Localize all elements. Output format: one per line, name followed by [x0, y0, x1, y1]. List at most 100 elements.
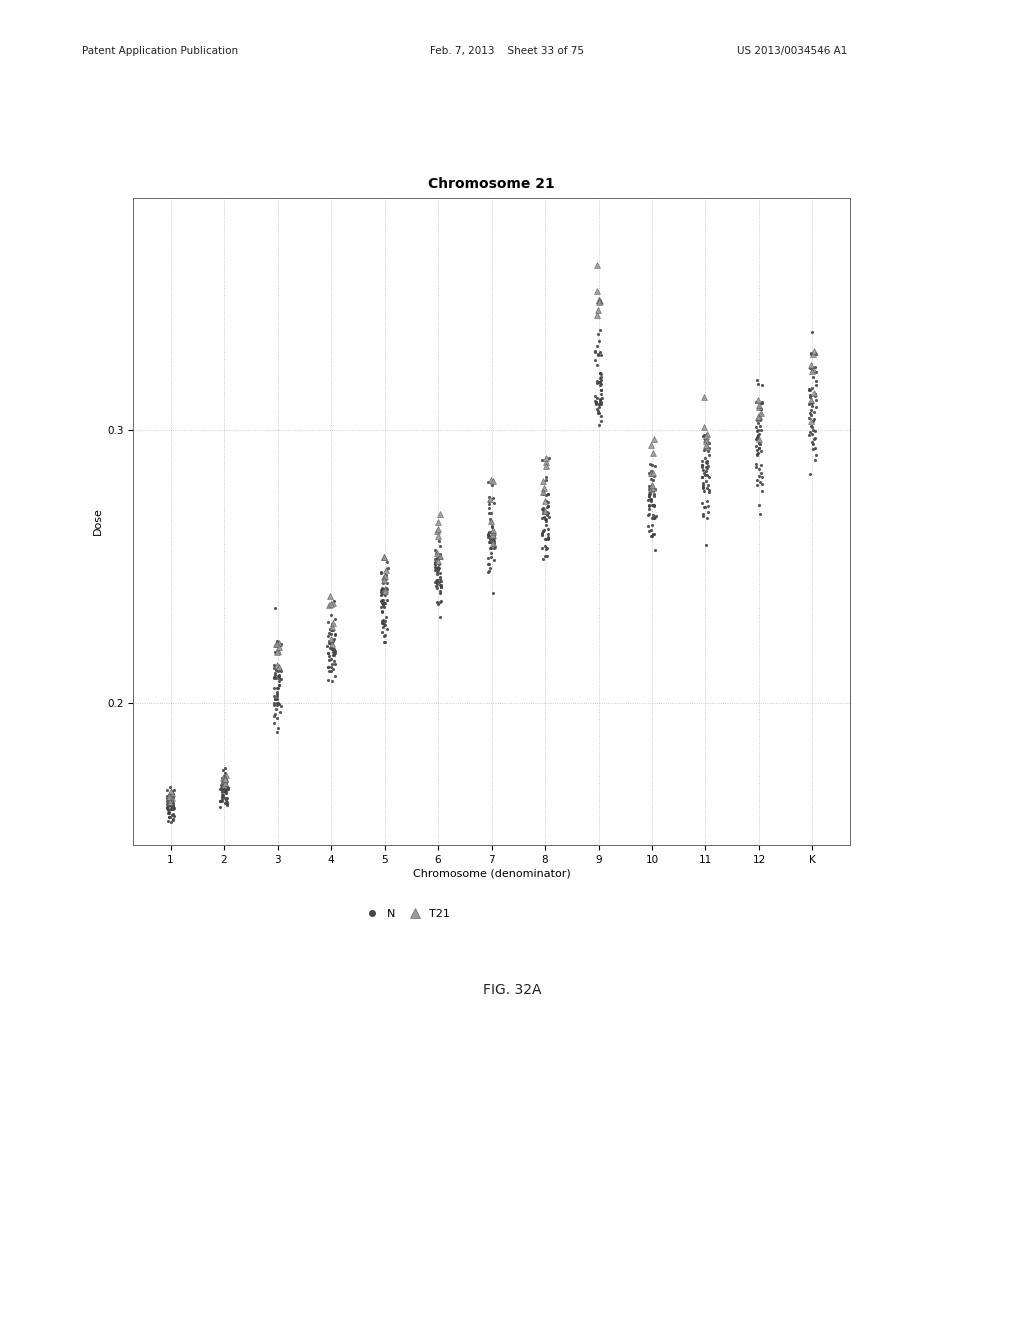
Point — [536, 507, 552, 528]
Point — [697, 496, 714, 517]
Point — [751, 374, 767, 395]
Point — [322, 645, 338, 667]
Point — [160, 799, 176, 820]
Point — [268, 668, 285, 689]
Point — [162, 792, 178, 813]
Point — [540, 528, 556, 549]
Point — [643, 525, 659, 546]
Point — [166, 805, 182, 826]
Point — [541, 447, 557, 469]
Point — [805, 343, 821, 364]
Point — [540, 495, 556, 516]
Point — [751, 437, 767, 458]
Point — [323, 656, 339, 677]
Point — [697, 470, 714, 491]
Point — [803, 343, 819, 364]
Point — [805, 401, 821, 422]
Point — [376, 570, 392, 591]
Point — [270, 636, 287, 657]
Point — [803, 391, 819, 412]
Title: Chromosome 21: Chromosome 21 — [428, 177, 555, 191]
Point — [484, 524, 501, 545]
Point — [215, 770, 231, 791]
Point — [270, 665, 287, 686]
Point — [266, 705, 283, 726]
Point — [592, 388, 608, 409]
Point — [433, 576, 450, 597]
Point — [803, 411, 819, 432]
Point — [327, 640, 343, 661]
Point — [429, 520, 445, 541]
Point — [593, 384, 609, 405]
Point — [267, 664, 284, 685]
Point — [750, 469, 766, 490]
Text: Patent Application Publication: Patent Application Publication — [82, 46, 238, 57]
Point — [323, 628, 339, 649]
Point — [217, 758, 233, 779]
Point — [484, 520, 501, 541]
Point — [589, 280, 605, 301]
Point — [376, 578, 392, 599]
Point — [165, 787, 181, 808]
Point — [803, 342, 819, 363]
Point — [539, 529, 555, 550]
Point — [217, 780, 233, 801]
Point — [373, 561, 389, 582]
Point — [748, 436, 764, 457]
Point — [480, 494, 497, 515]
Point — [755, 393, 771, 414]
Point — [322, 594, 338, 615]
Point — [696, 496, 713, 517]
Point — [159, 793, 175, 814]
Point — [374, 581, 390, 602]
Point — [593, 411, 609, 432]
Point — [591, 330, 607, 351]
Point — [591, 363, 607, 384]
Point — [159, 779, 175, 800]
Point — [215, 772, 231, 793]
Point — [539, 490, 555, 511]
Point — [428, 543, 444, 564]
Point — [324, 605, 340, 626]
Point — [376, 631, 392, 652]
Point — [269, 684, 286, 705]
Point — [589, 253, 605, 275]
Point — [698, 461, 715, 482]
Point — [805, 359, 821, 380]
Point — [643, 461, 659, 482]
Point — [165, 797, 181, 818]
Point — [697, 428, 714, 449]
Point — [218, 764, 234, 785]
Point — [379, 589, 395, 610]
Point — [751, 424, 767, 445]
Point — [695, 463, 712, 484]
Point — [641, 475, 657, 496]
Point — [219, 777, 236, 799]
Point — [751, 437, 767, 458]
Point — [534, 523, 550, 544]
Point — [592, 362, 608, 383]
Point — [641, 483, 657, 504]
Point — [480, 561, 497, 582]
Point — [214, 777, 230, 799]
Point — [700, 445, 717, 466]
Point — [377, 593, 393, 614]
Point — [693, 466, 710, 487]
Point — [802, 358, 818, 379]
Point — [269, 677, 286, 698]
Point — [269, 694, 286, 715]
Point — [536, 520, 552, 541]
Point — [592, 371, 608, 392]
Point — [804, 417, 820, 438]
Point — [485, 533, 502, 554]
Point — [267, 698, 284, 719]
Point — [696, 480, 713, 502]
Point — [593, 370, 609, 391]
Point — [540, 483, 556, 504]
Point — [215, 777, 231, 799]
Point — [642, 469, 658, 490]
Point — [697, 438, 714, 459]
Point — [376, 597, 392, 618]
Point — [326, 644, 342, 665]
Point — [750, 408, 766, 429]
